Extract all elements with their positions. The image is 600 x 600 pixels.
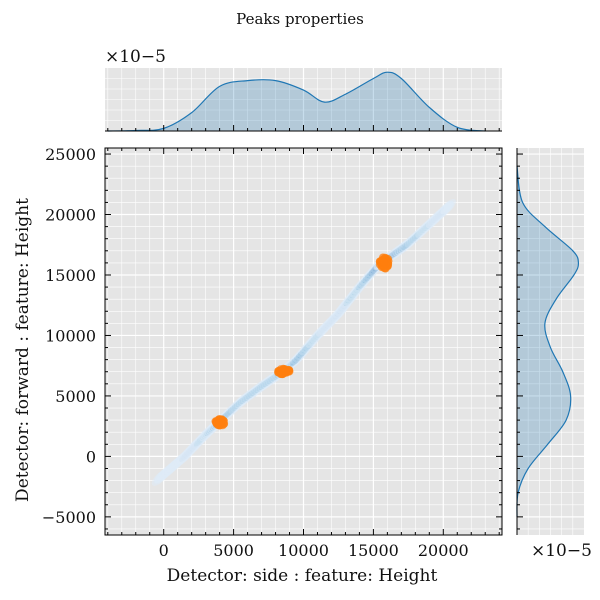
main-plot-grid	[105, 148, 502, 535]
cluster-point	[379, 258, 388, 267]
top-marginal-scale-label: ×10−5	[105, 47, 166, 67]
x-tick-label: 0	[159, 541, 169, 560]
y-axis-label: Detector: forward : feature: Height	[13, 198, 33, 502]
x-tick-label: 20000	[418, 541, 469, 560]
y-tick-label: 25000	[45, 145, 96, 164]
orange-point-clusters	[211, 253, 393, 430]
y-tick-label: 5000	[55, 387, 96, 406]
top-marginal-grid	[105, 68, 502, 131]
y-tick-label: 0	[86, 447, 96, 466]
cluster-point	[284, 367, 293, 376]
x-tick-label: 15000	[348, 541, 399, 560]
main-plot-panel: 0 5000 10000 15000 20000 −5000 0 5000 10000 1500…	[13, 145, 503, 586]
top-marginal-ticks	[107, 125, 500, 131]
y-tick-label: 15000	[45, 266, 96, 285]
x-axis-label: Detector: side : feature: Height	[167, 566, 438, 586]
x-tick-label: 5000	[213, 541, 254, 560]
y-tick-labels: −5000 0 5000 10000 15000 20000 25000	[42, 145, 96, 527]
main-plot-ticks	[105, 148, 502, 535]
top-marginal-panel: ×10−5	[105, 47, 502, 132]
right-marginal-grid	[517, 148, 584, 535]
right-marginal-ticks	[517, 153, 523, 530]
y-tick-label: 20000	[45, 206, 96, 225]
cluster-point	[274, 368, 283, 377]
x-tick-label: 10000	[278, 541, 329, 560]
y-tick-label: 10000	[45, 326, 96, 345]
top-marginal-kde-line	[107, 71, 486, 132]
right-marginal-panel: ×10−5	[516, 148, 592, 561]
cluster-point	[215, 421, 224, 430]
chart-title: Peaks properties	[236, 10, 364, 28]
y-tick-label: −5000	[42, 508, 96, 527]
right-marginal-scale-label: ×10−5	[531, 541, 592, 561]
density-core	[442, 201, 454, 213]
x-tick-labels: 0 5000 10000 15000 20000	[159, 541, 469, 560]
right-marginal-kde-line	[516, 166, 580, 517]
top-marginal-kde-fill	[107, 72, 486, 131]
